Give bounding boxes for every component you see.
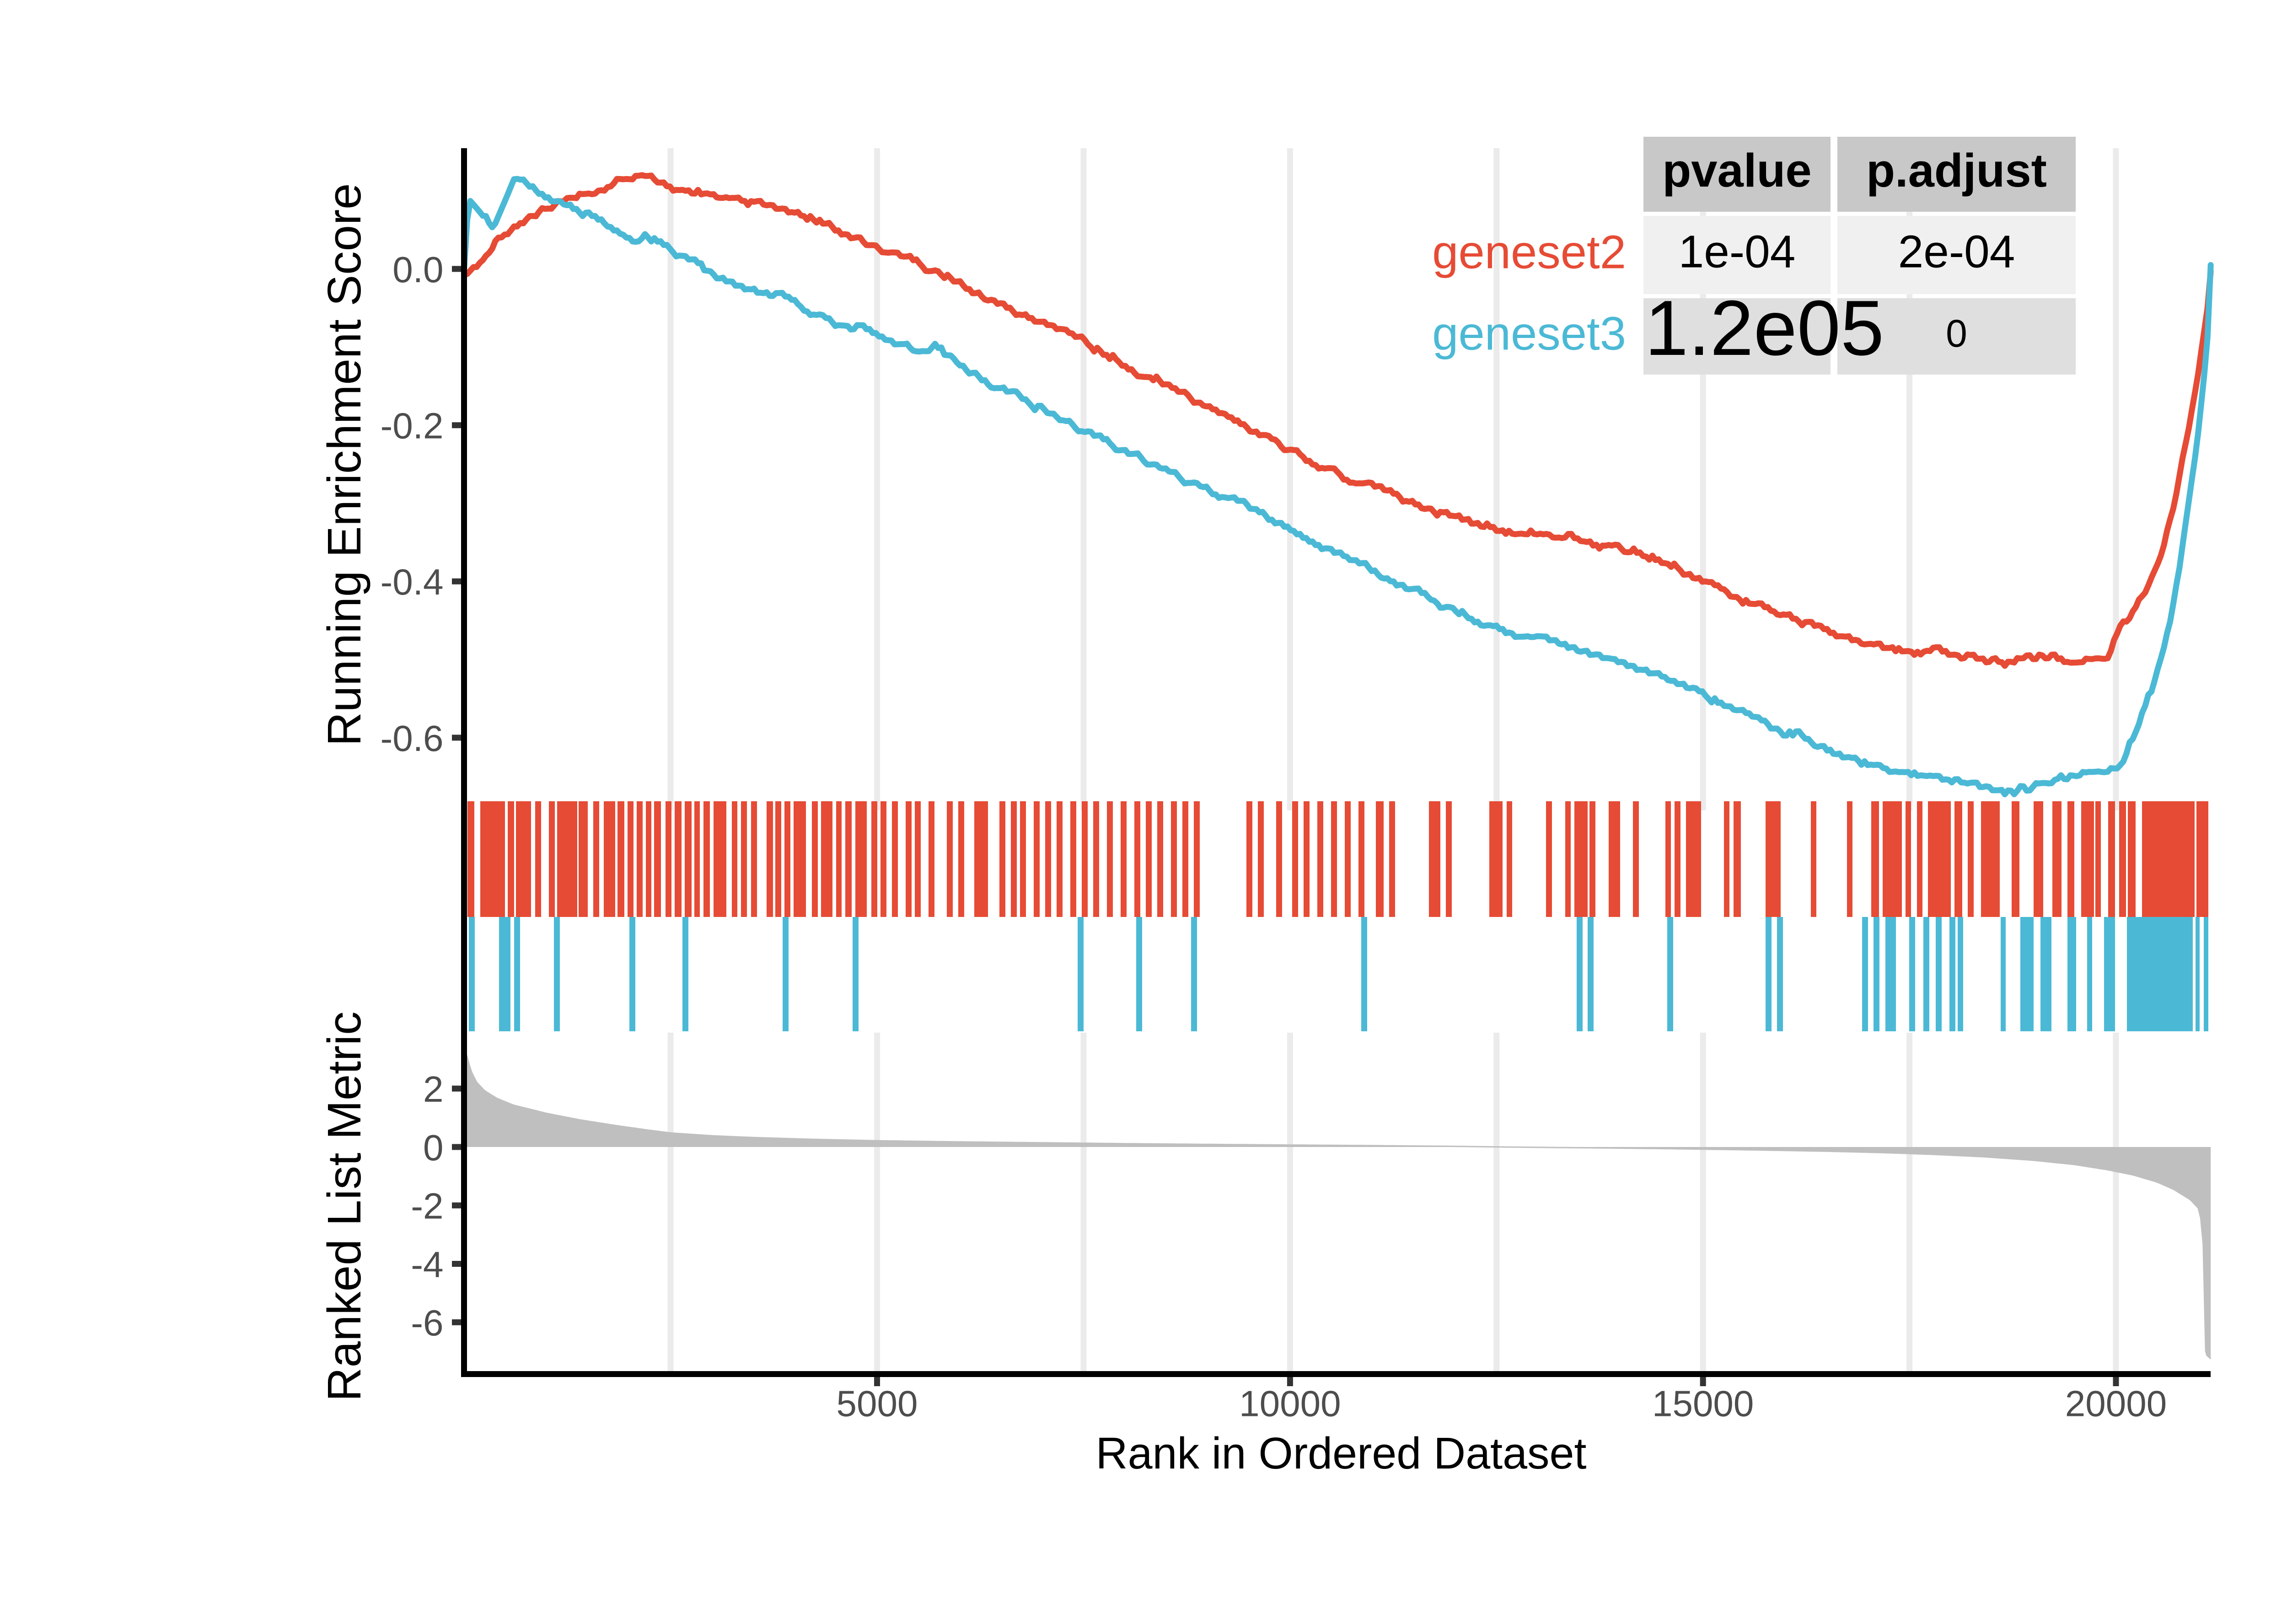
- svg-text:0: 0: [1946, 312, 1967, 355]
- svg-text:p.adjust: p.adjust: [1866, 144, 2047, 197]
- svg-text:10000: 10000: [1239, 1383, 1341, 1424]
- svg-text:Rank in Ordered Dataset: Rank in Ordered Dataset: [1096, 1428, 1587, 1478]
- svg-text:1.2e05: 1.2e05: [1645, 284, 1884, 372]
- svg-text:-4: -4: [411, 1244, 443, 1285]
- svg-text:-0.4: -0.4: [381, 562, 444, 602]
- svg-text:-0.6: -0.6: [381, 718, 444, 759]
- svg-text:-2: -2: [411, 1186, 443, 1227]
- svg-text:5000: 5000: [837, 1383, 918, 1424]
- svg-text:-0.2: -0.2: [381, 406, 444, 446]
- svg-text:-6: -6: [411, 1302, 443, 1343]
- svg-text:Running Enrichment Score: Running Enrichment Score: [318, 183, 370, 746]
- svg-text:pvalue: pvalue: [1662, 144, 1811, 197]
- svg-text:15000: 15000: [1652, 1383, 1754, 1424]
- svg-text:geneset2: geneset2: [1432, 225, 1626, 278]
- svg-text:2e-04: 2e-04: [1898, 226, 2015, 278]
- svg-text:1e-04: 1e-04: [1679, 226, 1796, 278]
- svg-text:geneset3: geneset3: [1432, 307, 1626, 359]
- svg-text:Ranked List Metric: Ranked List Metric: [318, 1012, 370, 1402]
- svg-text:20000: 20000: [2065, 1383, 2167, 1424]
- svg-text:0: 0: [423, 1127, 444, 1168]
- svg-text:2: 2: [423, 1069, 444, 1109]
- svg-text:0.0: 0.0: [392, 249, 443, 290]
